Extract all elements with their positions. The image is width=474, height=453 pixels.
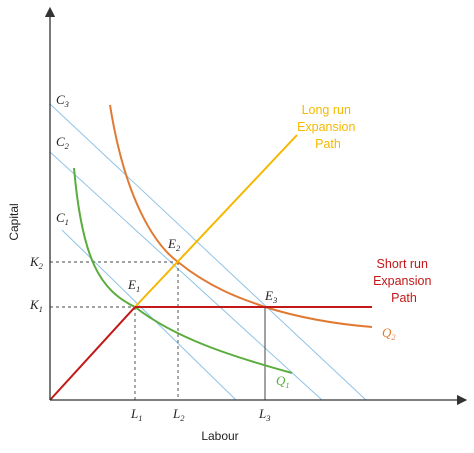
long-run-expansion-label: Long run Expansion Path — [297, 103, 359, 151]
tick-label-l3: L3 — [258, 406, 270, 423]
dashed-guides — [50, 261, 179, 400]
point-label-e1: E1 — [127, 277, 140, 294]
isoquant-q2-curve — [109, 104, 373, 328]
tick-label-l2: L2 — [172, 406, 185, 423]
isocost-label-c2: C2 — [56, 134, 70, 151]
isocost-line-c3 — [49, 103, 367, 401]
isocost-line-c1 — [61, 229, 237, 401]
tick-label-l1: L1 — [130, 406, 142, 423]
x-axis-label: Labour — [201, 429, 238, 443]
isocost-line-c2 — [49, 151, 323, 401]
long-run-expansion-path — [134, 134, 298, 308]
short-run-expansion-path — [49, 306, 136, 401]
isoquant-label-q1: Q1 — [276, 373, 290, 390]
isoquant-label-q2: Q2 — [382, 325, 396, 342]
short-run-expansion-label: Short run Expansion Path — [373, 257, 435, 305]
tick-label-k1: K1 — [29, 297, 43, 314]
point-label-e3: E3 — [264, 288, 277, 305]
y-axis-label: Capital — [7, 203, 21, 240]
isocost-label-c1: C1 — [56, 210, 69, 227]
isocost-label-c3: C3 — [56, 92, 69, 109]
point-label-e2: E2 — [167, 236, 181, 253]
tick-label-k2: K2 — [29, 254, 44, 271]
